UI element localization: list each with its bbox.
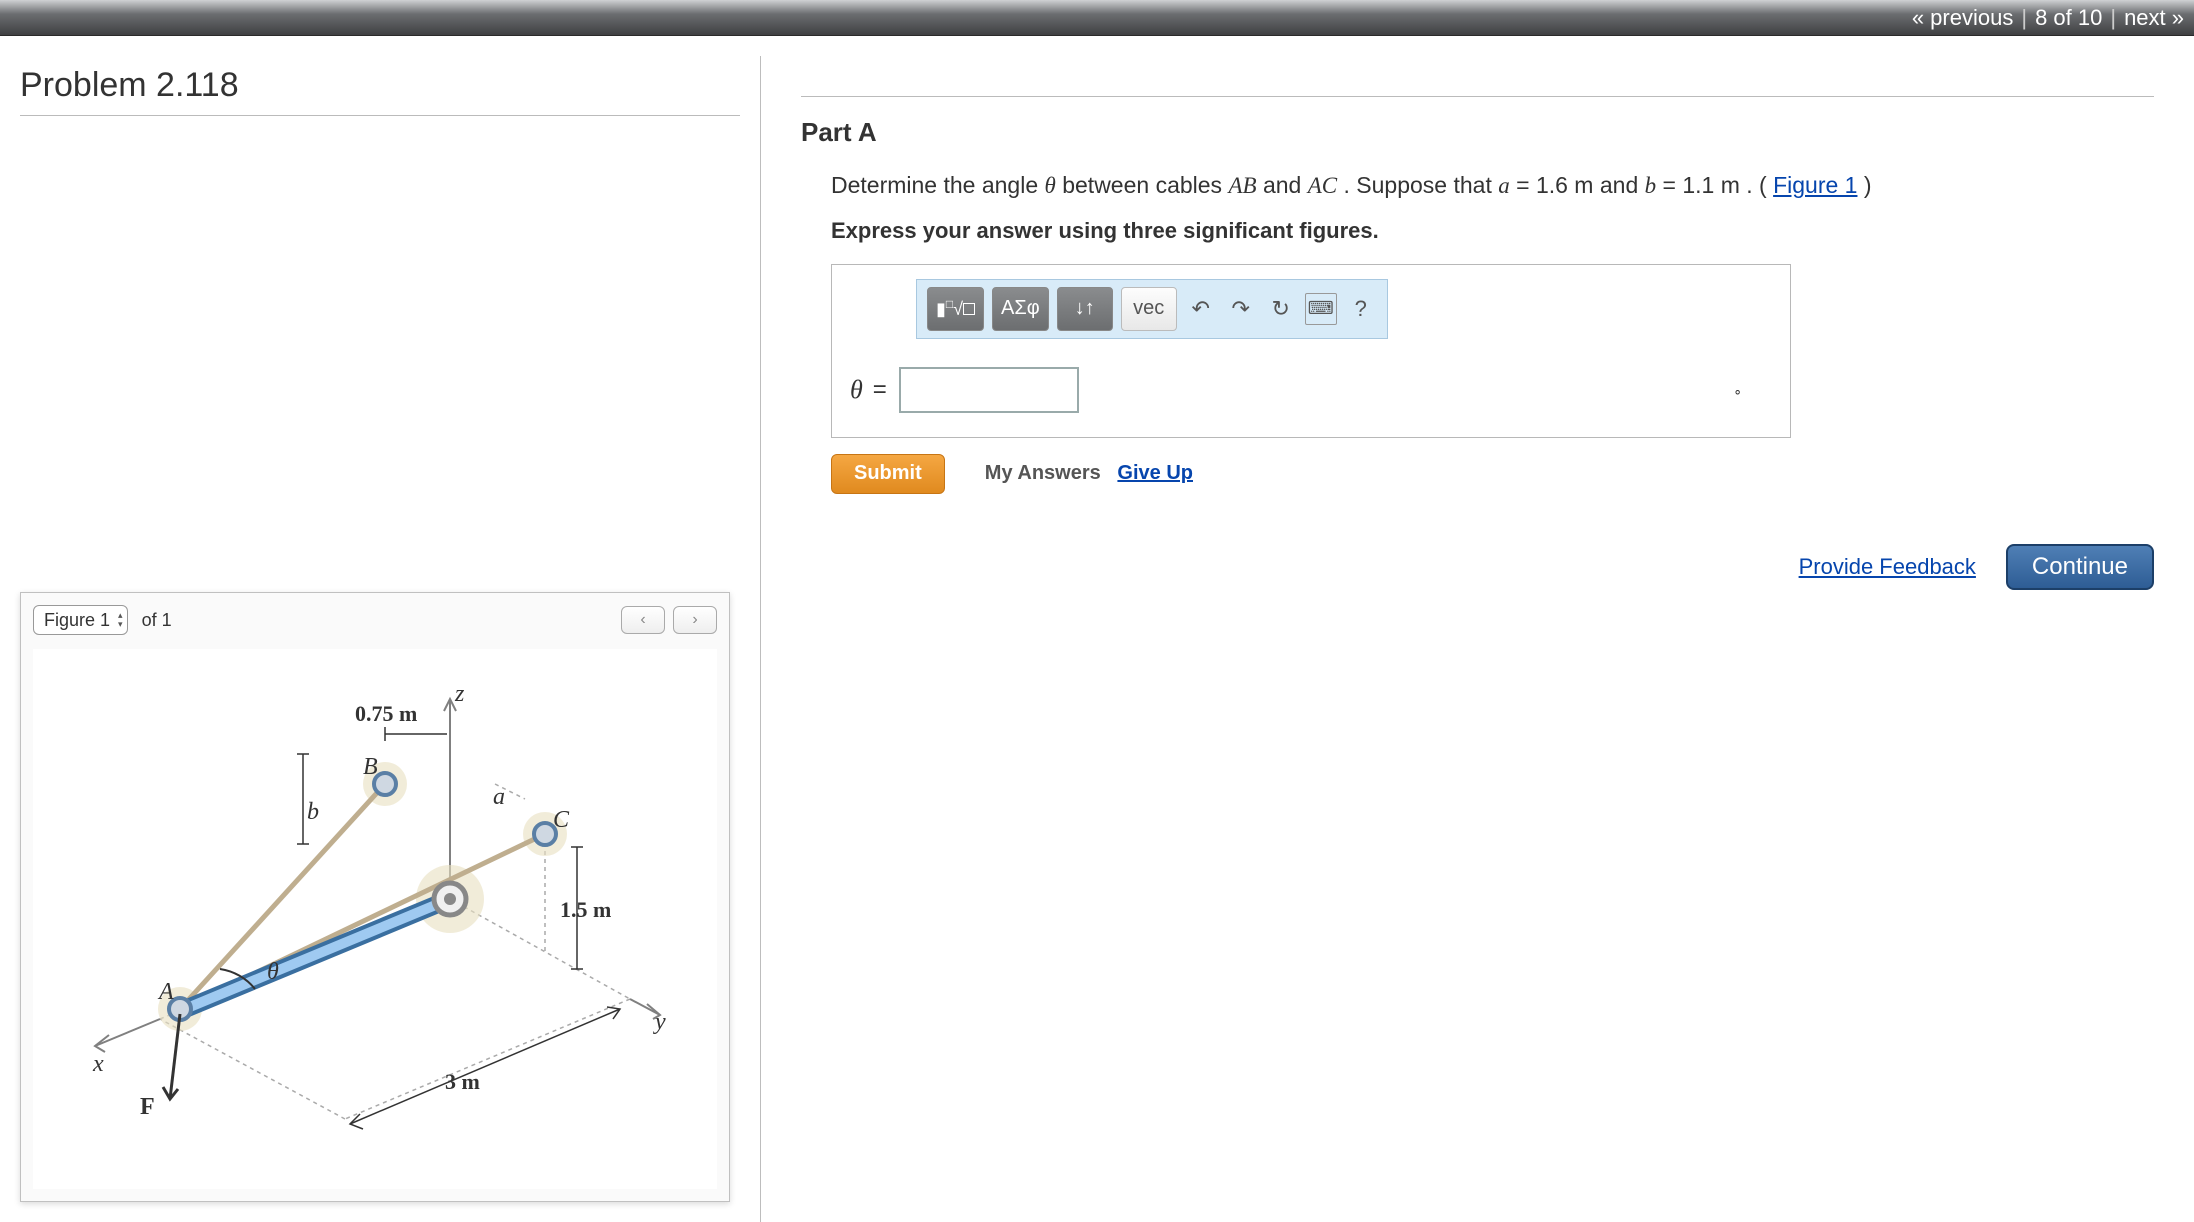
nav-separator: | — [2110, 5, 2116, 31]
label-A: A — [157, 979, 174, 1005]
figure-nav: ‹ › — [621, 606, 717, 634]
template-icon: ▮□√ — [936, 297, 975, 320]
equation-toolbar: ▮□√ ΑΣφ ↓↑ vec ↶ ↷ ↻ ⌨ ? — [916, 279, 1388, 339]
left-column: Problem 2.118 Figure 1 ▴ ▾ of 1 ‹ › — [0, 36, 760, 1222]
figure-panel: Figure 1 ▴ ▾ of 1 ‹ › — [20, 592, 730, 1202]
answer-row: θ = — [846, 367, 1700, 413]
figure-header: Figure 1 ▴ ▾ of 1 ‹ › — [33, 605, 717, 635]
answer-variable: θ — [850, 375, 863, 405]
unit-degree: ∘ — [1733, 383, 1742, 400]
label-a: a — [493, 784, 505, 810]
continue-button[interactable]: Continue — [2006, 544, 2154, 590]
label-y: y — [653, 1009, 666, 1035]
label-C: C — [553, 807, 570, 833]
label-15m: 1.5 m — [560, 897, 611, 922]
label-z: z — [454, 681, 465, 707]
nav-separator: | — [2021, 5, 2027, 31]
greek-button[interactable]: ΑΣφ — [992, 287, 1049, 331]
reset-icon[interactable]: ↻ — [1265, 293, 1297, 325]
chevron-down-icon[interactable]: ▾ — [118, 620, 123, 629]
provide-feedback-link[interactable]: Provide Feedback — [1799, 554, 1976, 580]
give-up-link[interactable]: Give Up — [1117, 462, 1193, 484]
label-b: b — [307, 799, 319, 825]
redo-icon[interactable]: ↷ — [1225, 293, 1257, 325]
label-theta: θ — [267, 959, 279, 985]
figure-of-label: of 1 — [142, 610, 172, 631]
action-row: Submit My Answers Give Up — [831, 454, 2154, 494]
submit-button[interactable]: Submit — [831, 454, 945, 494]
answer-box: ▮□√ ΑΣφ ↓↑ vec ↶ ↷ ↻ ⌨ ? θ = ∘ — [831, 264, 1791, 438]
my-answers-label: My Answers — [985, 462, 1101, 484]
position-label: 8 of 10 — [2035, 5, 2102, 31]
label-x: x — [92, 1051, 104, 1077]
subscript-button[interactable]: ↓↑ — [1057, 287, 1113, 331]
figure-link[interactable]: Figure 1 — [1773, 172, 1857, 198]
figure-next-button[interactable]: › — [673, 606, 717, 634]
footer-right: Provide Feedback Continue — [801, 544, 2154, 590]
right-rule — [801, 96, 2154, 97]
label-F: F — [140, 1094, 155, 1120]
part-heading: Part A — [801, 117, 2154, 148]
figure-prev-button[interactable]: ‹ — [621, 606, 665, 634]
figure-body: z y x A B C F θ a b 0.75 m 1.5 m 3 — [33, 649, 717, 1189]
right-column: Part A Determine the angle θ between cab… — [761, 36, 2194, 1222]
label-075m: 0.75 m — [355, 701, 417, 726]
figure-diagram: z y x A B C F θ a b 0.75 m 1.5 m 3 — [55, 669, 695, 1169]
sigfig-instruction: Express your answer using three signific… — [831, 218, 2154, 244]
vec-button[interactable]: vec — [1121, 287, 1177, 331]
top-nav-bar: « previous | 8 of 10 | next » — [0, 0, 2194, 36]
equals-sign: = — [873, 376, 887, 404]
problem-title: Problem 2.118 — [20, 66, 740, 105]
undo-icon[interactable]: ↶ — [1185, 293, 1217, 325]
answer-input[interactable] — [899, 367, 1079, 413]
figure-stepper[interactable]: ▴ ▾ — [118, 611, 123, 629]
template-button[interactable]: ▮□√ — [927, 287, 984, 331]
label-3m: 3 m — [445, 1069, 480, 1094]
label-B: B — [363, 754, 378, 780]
figure-selector-label: Figure 1 — [44, 610, 110, 631]
help-icon[interactable]: ? — [1345, 293, 1377, 325]
title-underline — [20, 115, 740, 116]
keyboard-icon[interactable]: ⌨ — [1305, 293, 1337, 325]
prompt-text: Determine the angle θ between cables AB … — [831, 168, 2154, 204]
figure-selector[interactable]: Figure 1 ▴ ▾ — [33, 605, 128, 635]
next-link[interactable]: next » — [2124, 5, 2184, 31]
previous-link[interactable]: « previous — [1912, 5, 2014, 31]
